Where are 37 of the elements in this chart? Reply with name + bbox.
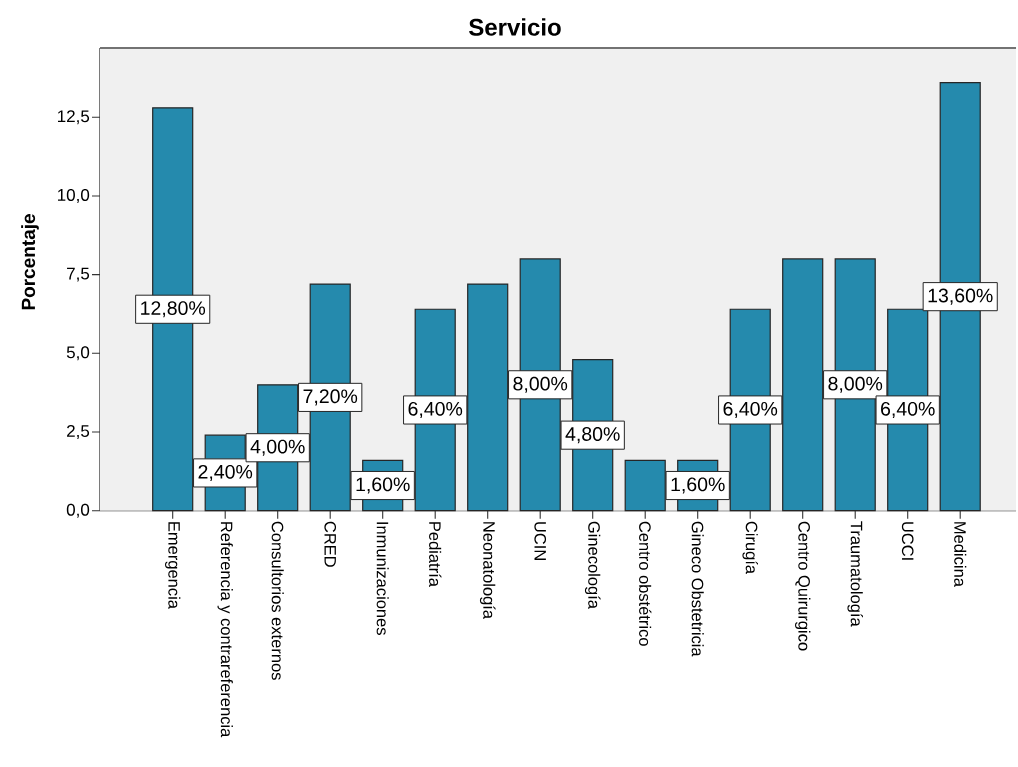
x-tick-label: Emergencia [165,522,181,609]
data-label: 6,40% [723,401,778,419]
y-axis-title: Porcentaje [21,214,39,310]
y-tick-label: 7,5 [67,267,90,282]
x-tick-label: UCCI [901,522,914,560]
x-tick-label: Ginecología [584,521,601,609]
x-tick-label: CRED [324,521,337,567]
x-tick-label: Centro obstétrico [639,521,652,646]
x-tick-label: Centro Quirurgico [795,521,811,651]
x-tick-label: Cirugía [742,521,758,575]
x-tick-label: Pediatría [429,522,442,587]
data-label: 6,40% [408,401,463,419]
x-tick-label: Consultorios externos [271,521,284,680]
data-label: 8,00% [828,376,883,393]
data-label: 13,60% [928,288,993,305]
y-tick-label: 10,0 [58,188,90,203]
data-label: 4,80% [565,427,620,444]
y-tick-label: 12,5 [58,110,90,125]
x-tick-label: Medicina [954,522,967,587]
data-label: 12,80% [141,301,206,318]
y-tick-label: 2,5 [67,424,90,440]
x-tick-label: Inmunizaciones [376,522,389,635]
x-tick-label: Traumatología [847,521,863,627]
y-tick-label: 5,0 [66,346,90,361]
x-tick-label: Gineco Obstetricia [691,521,704,657]
x-tick-label: UCIN [534,522,547,560]
x-tick-label: Neonatología [479,522,496,620]
data-label: 1,60% [671,477,725,494]
data-label: 7,20% [303,389,358,406]
chart-title: Servicio [469,18,561,36]
data-label: 6,40% [881,401,935,419]
data-label: 2,40% [198,464,253,481]
data-label: 1,60% [356,477,410,494]
y-tick-label: 0,0 [66,503,90,518]
x-tick-label: Referencia y contrareferencia [217,522,233,738]
data-label: 8,00% [513,376,568,393]
data-label: 4,00% [250,439,305,456]
